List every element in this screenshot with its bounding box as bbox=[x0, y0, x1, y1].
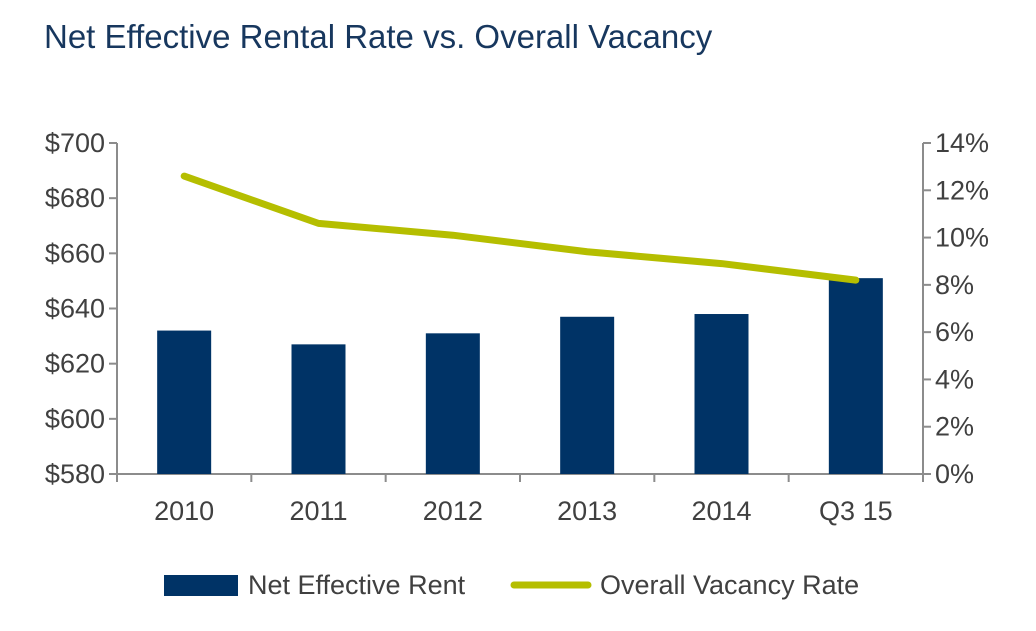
x-tick-label: 2012 bbox=[423, 496, 483, 526]
x-tick-label: 2014 bbox=[691, 496, 751, 526]
rent-bar bbox=[157, 330, 212, 474]
legend-label-rent: Net Effective Rent bbox=[248, 570, 466, 600]
left-tick-label: $580 bbox=[45, 459, 105, 489]
rent-bar bbox=[425, 333, 480, 474]
legend-label-vacancy: Overall Vacancy Rate bbox=[600, 570, 859, 600]
legend-swatch-rent bbox=[164, 575, 238, 596]
right-tick-label: 2% bbox=[935, 412, 974, 442]
x-tick-label: 2010 bbox=[154, 496, 214, 526]
left-tick-label: $700 bbox=[45, 128, 105, 158]
tick-labels: $700 $680 $660 $640 $620 $600 $580 14% 12% 10% 8% 6… bbox=[45, 128, 989, 526]
x-tick-label: 2013 bbox=[557, 496, 617, 526]
left-tick-label: $600 bbox=[45, 404, 105, 434]
vacancy-line bbox=[180, 172, 860, 284]
right-tick-label: 8% bbox=[935, 270, 974, 300]
left-tick-label: $640 bbox=[45, 294, 105, 324]
rent-bars bbox=[157, 278, 883, 474]
chart-legend: Net Effective Rent Overall Vacancy Rate bbox=[164, 570, 859, 600]
right-tick-label: 6% bbox=[935, 317, 974, 347]
rent-bar bbox=[828, 278, 883, 474]
chart-axes bbox=[109, 142, 931, 482]
chart-title: Net Effective Rental Rate vs. Overall Va… bbox=[44, 18, 713, 55]
right-tick-label: 14% bbox=[935, 128, 989, 158]
rent-bar bbox=[694, 314, 749, 474]
vacancy-line-group bbox=[180, 172, 860, 284]
left-tick-label: $680 bbox=[45, 183, 105, 213]
right-tick-label: 12% bbox=[935, 175, 989, 205]
rent-bar bbox=[560, 316, 615, 474]
x-tick-label: 2011 bbox=[289, 496, 347, 526]
rent-bar bbox=[291, 344, 346, 474]
right-tick-label: 4% bbox=[935, 364, 974, 394]
left-tick-label: $620 bbox=[45, 349, 105, 379]
right-tick-label: 10% bbox=[935, 223, 989, 253]
x-tick-label: Q3 15 bbox=[819, 496, 893, 526]
right-tick-label: 0% bbox=[935, 459, 974, 489]
left-tick-label: $660 bbox=[45, 238, 105, 268]
